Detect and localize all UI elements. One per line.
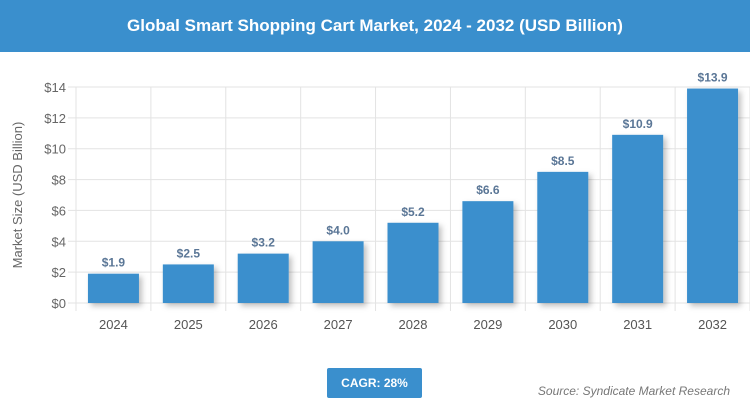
bar-2028 bbox=[387, 222, 439, 303]
x-tick-label: 2025 bbox=[174, 317, 203, 332]
x-tick-label: 2031 bbox=[623, 317, 652, 332]
y-tick-label: $0 bbox=[52, 296, 66, 311]
x-tick-label: 2030 bbox=[548, 317, 577, 332]
y-tick-label: $2 bbox=[52, 265, 66, 280]
source-note: Source: Syndicate Market Research bbox=[537, 384, 730, 398]
bar-2032 bbox=[687, 88, 739, 304]
bar-2027 bbox=[312, 241, 364, 303]
x-tick-label: 2032 bbox=[698, 317, 727, 332]
bar-2024 bbox=[87, 273, 139, 303]
data-label: $2.5 bbox=[177, 246, 201, 260]
data-label: $8.5 bbox=[551, 154, 575, 168]
data-label: $4.0 bbox=[326, 223, 350, 237]
x-tick-label: 2024 bbox=[99, 317, 128, 332]
bar-2029 bbox=[462, 201, 514, 303]
y-tick-label: $4 bbox=[52, 234, 66, 249]
chart-title: Global Smart Shopping Cart Market, 2024 … bbox=[0, 0, 750, 52]
bar-2031 bbox=[612, 134, 664, 303]
x-tick-label: 2028 bbox=[399, 317, 428, 332]
data-label: $1.9 bbox=[102, 256, 126, 270]
y-tick-label: $6 bbox=[52, 203, 66, 218]
y-tick-label: $12 bbox=[44, 111, 66, 126]
y-axis-title: Market Size (USD Billion) bbox=[10, 122, 25, 269]
cagr-badge: CAGR: 28% bbox=[327, 368, 422, 398]
bar-2030 bbox=[537, 171, 589, 303]
y-tick-label: $8 bbox=[52, 173, 66, 188]
data-label: $6.6 bbox=[476, 183, 500, 197]
x-tick-label: 2026 bbox=[249, 317, 278, 332]
data-label: $10.9 bbox=[623, 117, 653, 131]
bar-2025 bbox=[162, 264, 214, 303]
data-label: $3.2 bbox=[252, 236, 276, 250]
x-tick-label: 2027 bbox=[324, 317, 353, 332]
y-tick-label: $14 bbox=[44, 80, 66, 95]
x-tick-label: 2029 bbox=[473, 317, 502, 332]
bar-2026 bbox=[237, 253, 289, 303]
y-tick-label: $10 bbox=[44, 142, 66, 157]
data-label: $13.9 bbox=[698, 71, 728, 85]
data-label: $5.2 bbox=[401, 205, 425, 219]
